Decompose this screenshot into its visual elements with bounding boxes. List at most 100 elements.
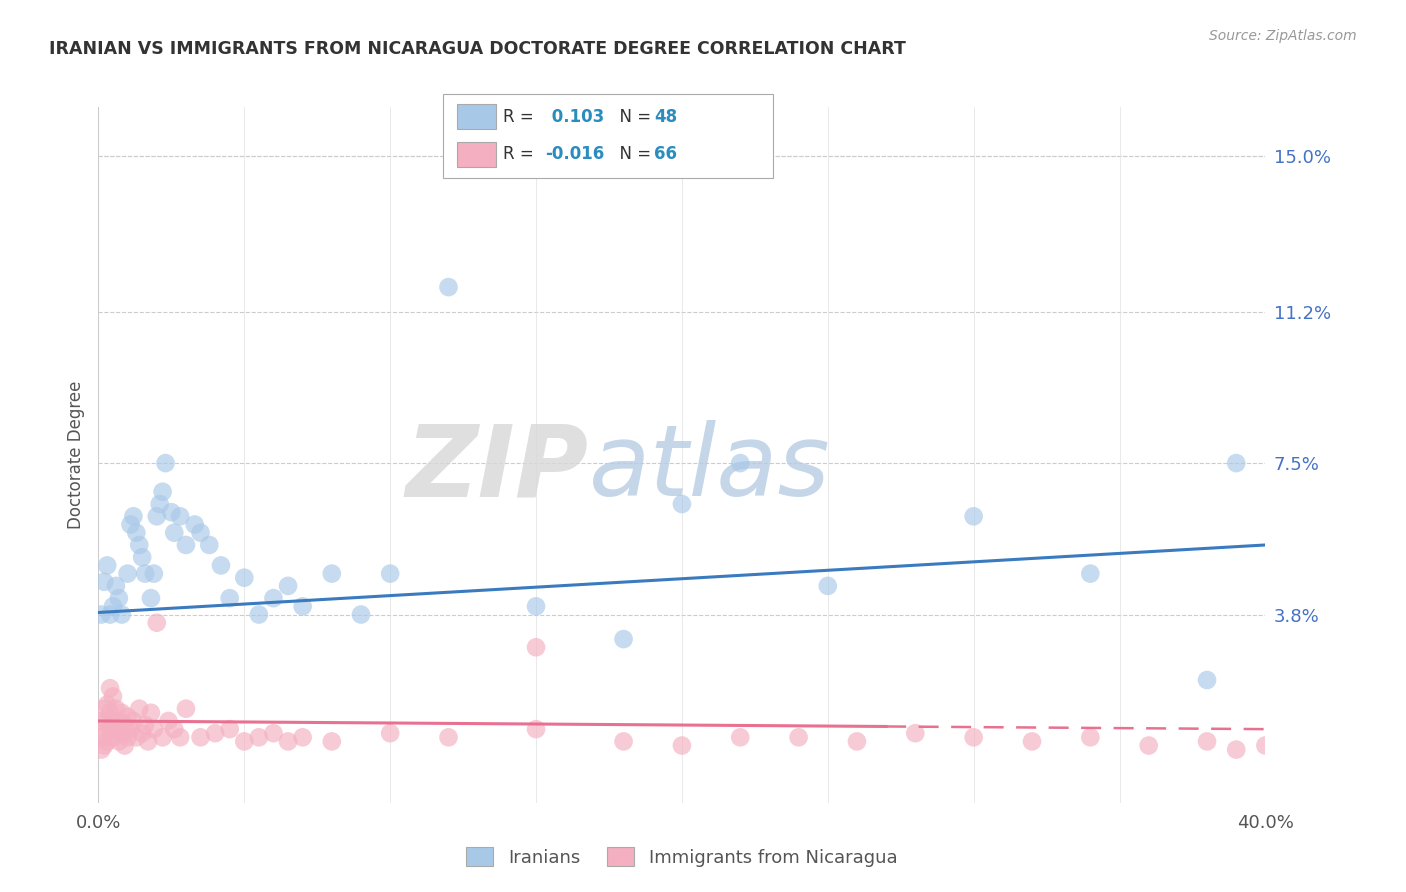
Text: ZIP: ZIP — [405, 420, 589, 517]
Point — [277, 579, 299, 593]
Point — [114, 718, 136, 732]
Point — [93, 701, 115, 715]
Point — [169, 731, 191, 745]
Point — [1195, 734, 1218, 748]
Point — [128, 701, 150, 715]
Point — [198, 538, 221, 552]
Point — [524, 722, 547, 736]
Point — [93, 574, 115, 589]
Point — [142, 566, 165, 581]
Point — [1021, 734, 1043, 748]
Text: 66: 66 — [654, 145, 676, 163]
Point — [380, 726, 402, 740]
Point — [146, 509, 169, 524]
Point — [149, 497, 172, 511]
Text: IRANIAN VS IMMIGRANTS FROM NICARAGUA DOCTORATE DEGREE CORRELATION CHART: IRANIAN VS IMMIGRANTS FROM NICARAGUA DOC… — [49, 40, 905, 58]
Point — [1080, 566, 1102, 581]
Point — [128, 538, 150, 552]
Point — [146, 615, 169, 630]
Point — [108, 734, 131, 748]
Point — [120, 722, 142, 736]
Point — [321, 734, 343, 748]
Point — [134, 566, 156, 581]
Point — [104, 579, 127, 593]
Point — [122, 509, 145, 524]
Point — [117, 731, 139, 745]
Point — [730, 456, 752, 470]
Point — [163, 525, 186, 540]
Text: -0.016: -0.016 — [546, 145, 605, 163]
Point — [962, 509, 984, 524]
Point — [174, 538, 197, 552]
Point — [90, 607, 112, 622]
Point — [101, 714, 124, 728]
Point — [108, 591, 131, 606]
Point — [277, 734, 299, 748]
Point — [131, 550, 153, 565]
Point — [524, 599, 547, 614]
Point — [160, 505, 183, 519]
Point — [152, 484, 174, 499]
Point — [204, 726, 226, 740]
Text: N =: N = — [609, 145, 657, 163]
Point — [350, 607, 373, 622]
Point — [122, 714, 145, 728]
Point — [101, 731, 124, 745]
Point — [134, 718, 156, 732]
Point — [152, 731, 174, 745]
Point — [142, 722, 165, 736]
Point — [817, 579, 839, 593]
Point — [183, 517, 205, 532]
Point — [904, 726, 927, 740]
Point — [218, 591, 240, 606]
Point — [98, 681, 121, 696]
Point — [233, 734, 256, 748]
Point — [1254, 739, 1277, 753]
Point — [612, 734, 634, 748]
Point — [96, 714, 118, 728]
Point — [437, 731, 460, 745]
Point — [291, 599, 314, 614]
Text: 0.103: 0.103 — [546, 108, 603, 126]
Point — [787, 731, 810, 745]
Point — [139, 591, 162, 606]
Point — [96, 558, 118, 573]
Point — [163, 722, 186, 736]
Point — [380, 566, 402, 581]
Point — [1195, 673, 1218, 687]
Point — [157, 714, 180, 728]
Point — [120, 517, 142, 532]
Text: 48: 48 — [654, 108, 676, 126]
Point — [846, 734, 869, 748]
Point — [962, 731, 984, 745]
Point — [108, 714, 131, 728]
Point — [218, 722, 240, 736]
Point — [90, 714, 112, 728]
Point — [321, 566, 343, 581]
Point — [111, 726, 134, 740]
Point — [1080, 731, 1102, 745]
Point — [262, 591, 284, 606]
Point — [247, 731, 270, 745]
Point — [247, 607, 270, 622]
Point — [98, 607, 121, 622]
Point — [111, 607, 134, 622]
Point — [90, 731, 112, 745]
Point — [262, 726, 284, 740]
Point — [117, 710, 139, 724]
Point — [96, 698, 118, 712]
Point — [104, 722, 127, 736]
Text: R =: R = — [503, 145, 540, 163]
Point — [125, 525, 148, 540]
Point — [671, 739, 693, 753]
Y-axis label: Doctorate Degree: Doctorate Degree — [66, 381, 84, 529]
Point — [1137, 739, 1160, 753]
Point — [101, 690, 124, 704]
Point — [136, 734, 159, 748]
Point — [125, 731, 148, 745]
Point — [114, 739, 136, 753]
Text: Source: ZipAtlas.com: Source: ZipAtlas.com — [1209, 29, 1357, 43]
Point — [190, 731, 212, 745]
Point — [1225, 456, 1247, 470]
Point — [117, 566, 139, 581]
